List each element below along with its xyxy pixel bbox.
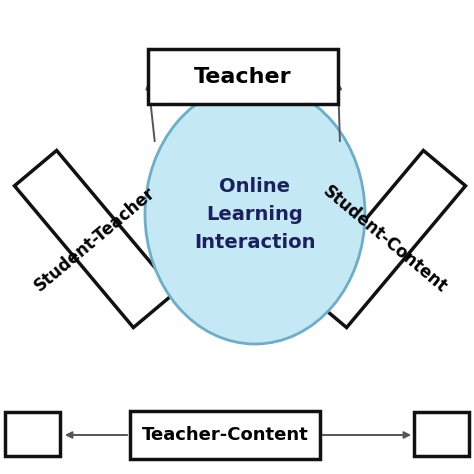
Bar (130, 411, 320, 459)
Ellipse shape (145, 84, 365, 344)
Text: Student-Content: Student-Content (319, 182, 451, 296)
Bar (414, 412, 469, 456)
Text: Online
Learning
Interaction: Online Learning Interaction (194, 176, 316, 252)
Bar (5, 412, 60, 456)
Polygon shape (304, 150, 465, 328)
Text: Student-Teacher: Student-Teacher (31, 183, 159, 295)
Text: Teacher-Content: Teacher-Content (142, 426, 309, 444)
Bar (148, 49, 338, 104)
Text: Teacher: Teacher (194, 66, 292, 86)
Polygon shape (15, 150, 175, 328)
